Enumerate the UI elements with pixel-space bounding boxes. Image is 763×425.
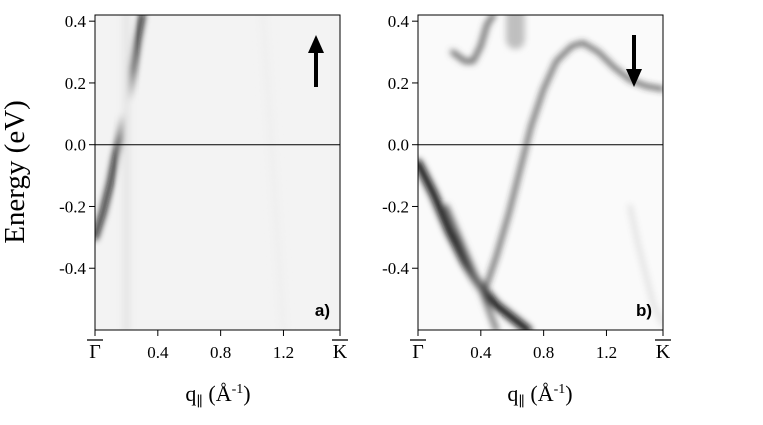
bands-b [418,15,663,330]
plot-frame-a [94,14,341,331]
x-tick-label-b-2: 0.8 [533,343,554,362]
y-axis-label: Energy (eV) [0,100,31,244]
band-b-5 [627,204,663,327]
y-tick-label-b-0: 0.4 [388,12,410,31]
x-tick-label-b-3: 1.2 [596,343,617,362]
panel-label-a: a) [315,301,330,320]
up-arrow [308,35,324,87]
x-tick-label-b-1: 0.4 [470,343,492,362]
xlabel-exp-a: -1 [232,382,244,397]
x-tick-label-a-1: 0.4 [147,343,169,362]
xlabel-close-a: ) [243,381,250,406]
xlabel-base-a: q [185,381,196,406]
xlabel-sub-b: ∥ [518,394,524,410]
xlabel-base-b: q [507,381,518,406]
xlabel-unit-a: (Å [203,381,232,406]
x-axis-label-b: q∥ (Å-1) [507,381,572,410]
y-tick-label-b-3: -0.2 [382,197,409,216]
x-tick-label-b-0: Γ [412,341,424,363]
band-b-2 [482,41,663,295]
x-tick-label-a-0: Γ [89,341,101,363]
x-axis-label-a: q∥ (Å-1) [185,381,250,410]
y-tick-label-b-1: 0.2 [388,74,409,93]
y-tick-label-b-4: -0.4 [382,259,409,278]
y-tick-label-a-1: 0.2 [65,74,86,93]
xlabel-unit-b: (Å [525,381,554,406]
x-tick-label-a-4: K [333,341,348,363]
band-a-0 [95,15,145,241]
panel-b: 0.4 0.2 0.0 -0.2 -0.4 Γ 0.4 0.8 1.2 K b) q∥ (Å-1… [382,12,671,410]
band-a-2 [258,15,289,330]
x-tick-label-b-4: K [656,341,671,363]
y-tick-label-a-2: 0.0 [65,136,86,155]
y-tick-label-a-4: -0.4 [59,259,86,278]
plot-area-b [418,15,663,330]
xlabel-close-b: ) [565,381,572,406]
bands-a [95,15,289,330]
band-b-3 [450,15,496,64]
down-arrow [626,35,642,87]
y-tick-label-a-3: -0.2 [59,197,86,216]
panel-a: 0.4 0.2 0.0 -0.2 -0.4 Γ 0.4 0.8 1.2 K a) q∥ (Å-1… [59,12,348,410]
x-tick-label-a-3: 1.2 [273,343,294,362]
band-b-1 [443,204,499,330]
y-tick-label-b-2: 0.0 [388,136,409,155]
panel-label-b: b) [636,301,652,320]
x-tick-label-a-2: 0.8 [210,343,231,362]
y-tick-label-a-0: 0.4 [65,12,87,31]
plot-frame-b [417,14,664,331]
xlabel-sub-a: ∥ [196,394,202,410]
xlabel-exp-b: -1 [554,382,566,397]
